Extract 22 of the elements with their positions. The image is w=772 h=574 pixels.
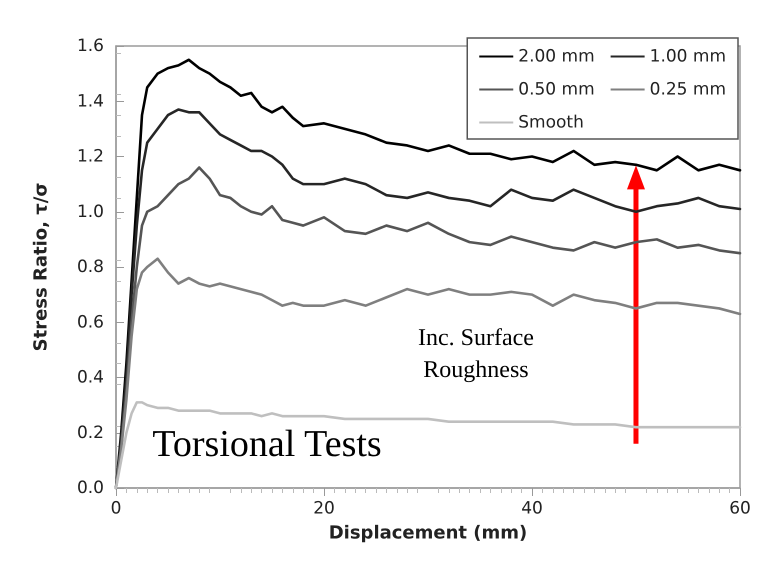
legend-label: 0.50 mm bbox=[518, 80, 595, 100]
y-tick-label: 0.6 bbox=[76, 312, 104, 332]
legend-label: 1.00 mm bbox=[650, 46, 726, 66]
x-tick-label: 20 bbox=[313, 498, 335, 518]
annotation: Inc. Surface Roughness bbox=[418, 325, 534, 383]
y-axis-title: Stress Ratio, τ/σ bbox=[30, 182, 52, 352]
y-tick-label: 0.2 bbox=[76, 422, 104, 443]
y-tick-label: 1.2 bbox=[76, 146, 104, 166]
y-tick-label: 0.8 bbox=[76, 257, 104, 277]
x-axis-title: Displacement (mm) bbox=[328, 522, 528, 544]
annotation: Torsional Tests bbox=[152, 423, 382, 465]
y-tick-label: 1.0 bbox=[76, 202, 104, 222]
x-tick-label: 0 bbox=[110, 498, 122, 518]
y-tick-label: 0.4 bbox=[76, 368, 104, 388]
x-tick-label: 60 bbox=[729, 498, 751, 518]
x-tick-label: 40 bbox=[521, 498, 543, 518]
y-tick-label: 0.0 bbox=[76, 478, 104, 498]
legend-label: 0.25 mm bbox=[650, 80, 726, 100]
y-tick-label: 1.6 bbox=[76, 36, 104, 56]
legend-label: Smooth bbox=[518, 112, 584, 132]
y-tick-label: 1.4 bbox=[76, 91, 104, 112]
legend-label: 2.00 mm bbox=[518, 46, 595, 66]
